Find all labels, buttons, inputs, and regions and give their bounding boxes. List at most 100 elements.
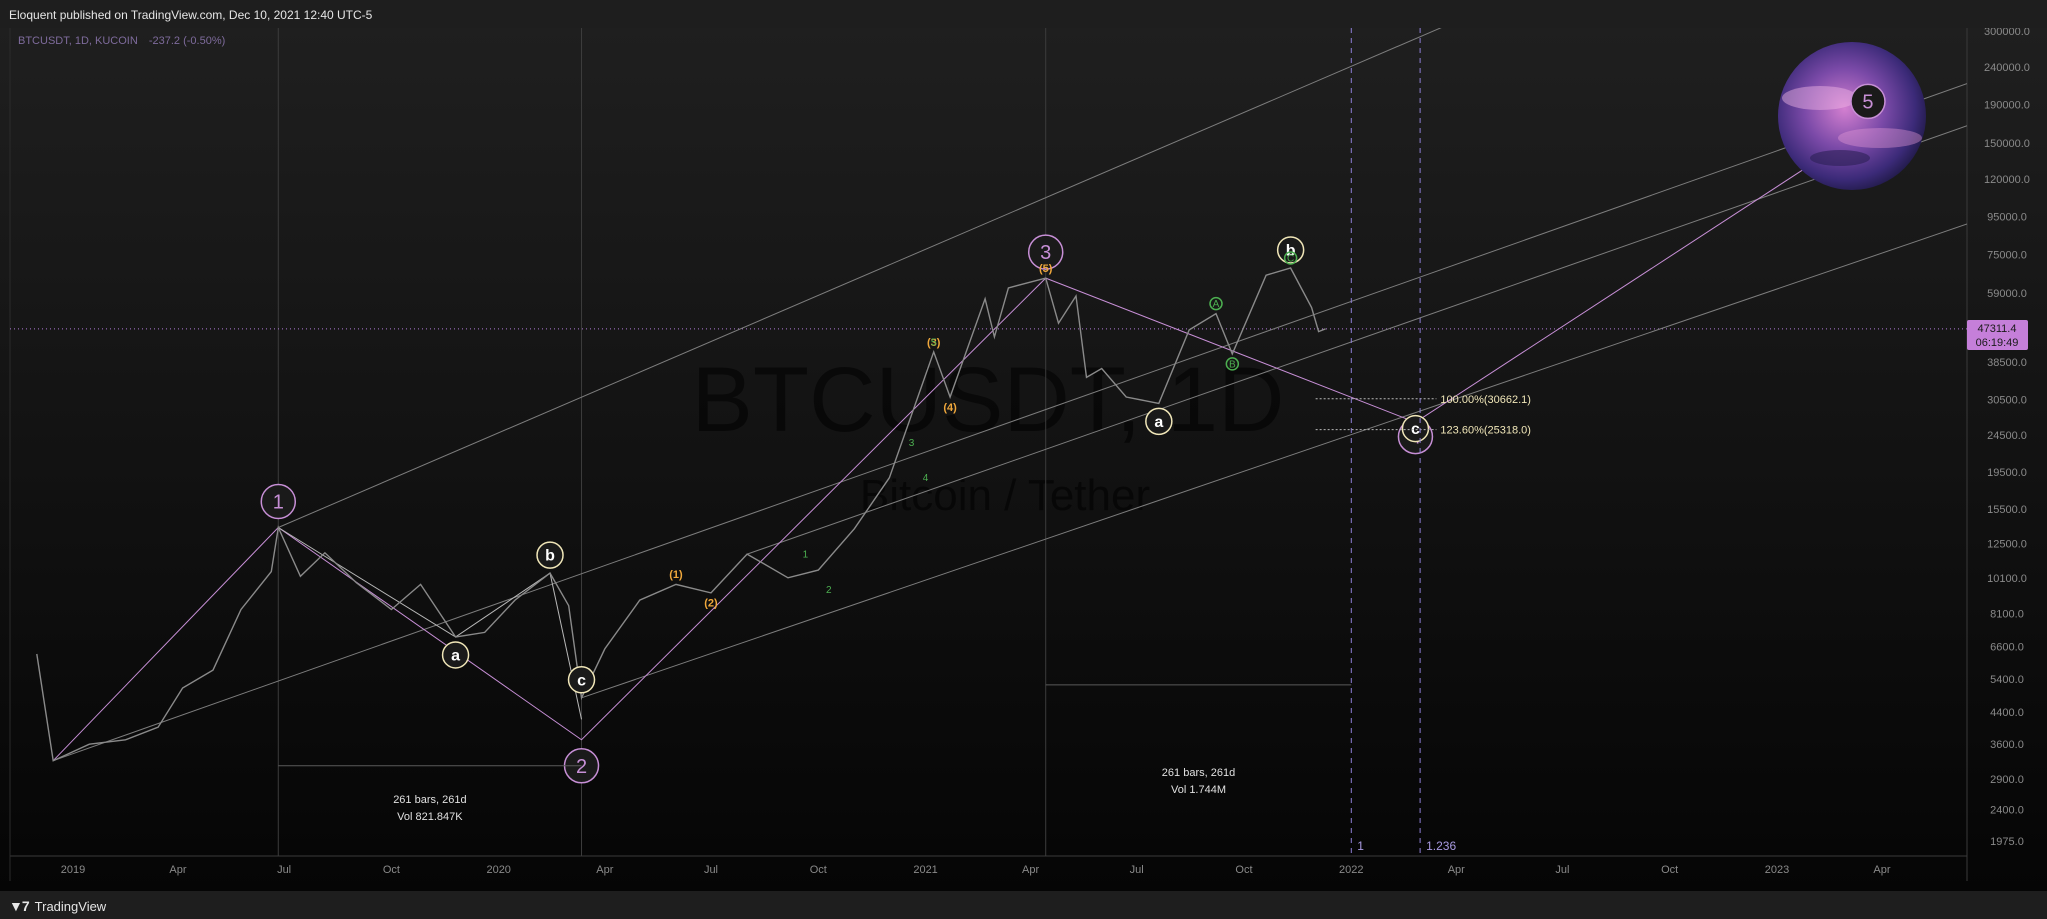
channel-line-0 — [278, 28, 1442, 528]
x-tick-label-2: Jul — [277, 864, 291, 876]
x-tick-label-8: 2021 — [913, 864, 937, 876]
channel-line-1 — [53, 83, 1967, 762]
fib-time-label-0: 1 — [1357, 839, 1364, 853]
y-tick-label-18: 5400.0 — [1990, 674, 2024, 686]
wave-label-intermediate-6: b — [536, 541, 564, 569]
channel-line-2 — [581, 223, 1967, 699]
x-tick-label-10: Jul — [1130, 864, 1144, 876]
measure-bars-0: 261 bars, 261d — [393, 794, 466, 806]
price-axis[interactable]: 300000.0 240000.0 190000.0 150000.0 120000.0… — [1984, 28, 2030, 848]
wave-label-text: 3 — [909, 438, 915, 449]
y-tick-label-5: 95000.0 — [1987, 211, 2027, 223]
wave-label-text: (2) — [704, 598, 718, 610]
x-tick-label-13: Apr — [1448, 864, 1465, 876]
wave-label-text: (4) — [943, 402, 957, 414]
channel-line-3 — [746, 125, 1967, 555]
sky-cloud-3 — [1810, 150, 1870, 166]
publish-header: Eloquent published on TradingView.com, D… — [0, 0, 2047, 28]
wave-label-ring — [567, 666, 596, 694]
wave-label-text: b — [1286, 243, 1296, 260]
wave-label-text: c — [577, 672, 586, 689]
chart-background — [0, 28, 2047, 891]
wave-label-minor-15: (5) — [1039, 263, 1053, 275]
price-series-line — [36, 267, 1326, 762]
wave-label-minute-20: 5 — [931, 337, 937, 348]
symbol-name: BTCUSDT, 1D, KUCOIN — [18, 35, 138, 47]
sky-circle-image — [1778, 42, 1926, 190]
wave-label-ring — [1401, 414, 1430, 443]
wave-label-text: A — [1213, 299, 1220, 310]
x-tick-label-16: 2023 — [1765, 864, 1789, 876]
wave-label-minute-17: 2 — [826, 585, 832, 596]
y-tick-label-4: 120000.0 — [1984, 174, 2030, 186]
wave-label-text: b — [545, 548, 555, 565]
fib-time-label-1: 1.236 — [1426, 839, 1456, 853]
x-tick-label-11: Oct — [1235, 864, 1252, 876]
wave-label-text: C — [1287, 253, 1294, 264]
measurement-boxes: 261 bars, 261d Vol 821.847K 261 bars, 261d… — [278, 684, 1352, 823]
tradingview-brand[interactable]: ▼7 TradingView — [9, 898, 106, 914]
wave-label-minute-18: 3 — [909, 438, 915, 449]
y-tick-label-7: 59000.0 — [1987, 288, 2027, 300]
y-tick-label-21: 2900.0 — [1990, 774, 2024, 786]
y-tick-label-1: 240000.0 — [1984, 62, 2030, 74]
x-tick-label-17: Apr — [1873, 864, 1890, 876]
symbol-change: -237.2 (-0.50%) — [149, 35, 225, 47]
wave-label-minute-16: 1 — [803, 550, 809, 561]
y-tick-label-10: 30500.0 — [1987, 395, 2027, 407]
symbol-info: BTCUSDT, 1D, KUCOIN -237.2 (-0.50%) — [18, 35, 225, 47]
x-tick-label-5: Apr — [596, 864, 613, 876]
wave-label-text: 2 — [826, 585, 832, 596]
y-tick-label-22: 2400.0 — [1990, 805, 2024, 817]
x-tick-label-9: Apr — [1022, 864, 1039, 876]
x-tick-label-7: Oct — [810, 864, 827, 876]
x-tick-label-15: Oct — [1661, 864, 1678, 876]
measure-volume-0: Vol 821.847K — [397, 811, 463, 823]
wave-label-ring — [441, 641, 470, 669]
sky-cloud-2 — [1838, 128, 1922, 148]
wave-label-primary-0: 1 — [260, 483, 297, 520]
measure-bars-1: 261 bars, 261d — [1162, 767, 1235, 779]
wave-label-text: c — [1411, 421, 1420, 438]
y-tick-label-15: 10100.0 — [1987, 573, 2027, 585]
sky-circle-fill — [1778, 42, 1926, 190]
x-tick-label-1: Apr — [169, 864, 186, 876]
wave-label-ring — [1283, 251, 1298, 265]
wave-label-ring — [1225, 357, 1240, 371]
price-chart[interactable]: BTCUSDT, 1D, KUCOIN -237.2 (-0.50%) BTCU… — [0, 28, 2047, 891]
measure-volume-1: Vol 1.744M — [1171, 784, 1226, 796]
y-tick-label-3: 150000.0 — [1984, 138, 2030, 150]
y-tick-label-12: 19500.0 — [1987, 467, 2027, 479]
y-tick-label-11: 24500.0 — [1987, 430, 2027, 442]
wave-label-ring — [260, 483, 297, 520]
brand-name: TradingView — [34, 898, 107, 914]
wave-label-text: 1 — [273, 492, 284, 514]
wave-label-intermediate-10: c — [1401, 414, 1430, 443]
wave-label-minute-22: B — [1225, 357, 1240, 371]
wave-label-text: (1) — [669, 569, 683, 581]
wave-label-minor-14: (4) — [943, 402, 957, 414]
wave-label-ring — [1145, 407, 1173, 436]
y-tick-label-14: 12500.0 — [1987, 538, 2027, 550]
tradingview-logo-icon: ▼7 — [9, 898, 30, 914]
wave-label-intermediate-7: c — [567, 666, 596, 694]
wave-label-primary-4: 5 — [1850, 83, 1886, 120]
wave-label-text: a — [451, 648, 460, 665]
y-tick-label-16: 8100.0 — [1990, 608, 2024, 620]
time-axis[interactable]: 2019 Apr Jul Oct 2020 Apr Jul Oct 2021 Apr Jul Oct 2… — [61, 864, 1891, 876]
tradingview-footer: ▼7 TradingView — [0, 891, 2047, 919]
y-tick-label-17: 6600.0 — [1990, 641, 2024, 653]
wave-label-minute-23: C — [1283, 251, 1298, 265]
sky-cloud-1 — [1782, 86, 1858, 110]
y-tick-label-23: 1975.0 — [1990, 836, 2024, 848]
fib-level-label-1: 123.60%(25318.0) — [1440, 425, 1531, 437]
y-tick-label-2: 190000.0 — [1984, 100, 2030, 112]
y-tick-label-19: 4400.0 — [1990, 707, 2024, 719]
fib-extension: 100.00%(30662.1) 123.60%(25318.0) 1 1.236 — [1315, 28, 1531, 856]
wave-label-text: (3) — [927, 337, 941, 349]
wave-label-text: B — [1229, 359, 1236, 370]
wave-label-text: 3 — [1040, 242, 1051, 264]
watermark-ticker: BTCUSDT, 1D — [692, 349, 1285, 451]
x-tick-label-3: Oct — [383, 864, 400, 876]
wave-label-intermediate-8: a — [1145, 407, 1173, 436]
